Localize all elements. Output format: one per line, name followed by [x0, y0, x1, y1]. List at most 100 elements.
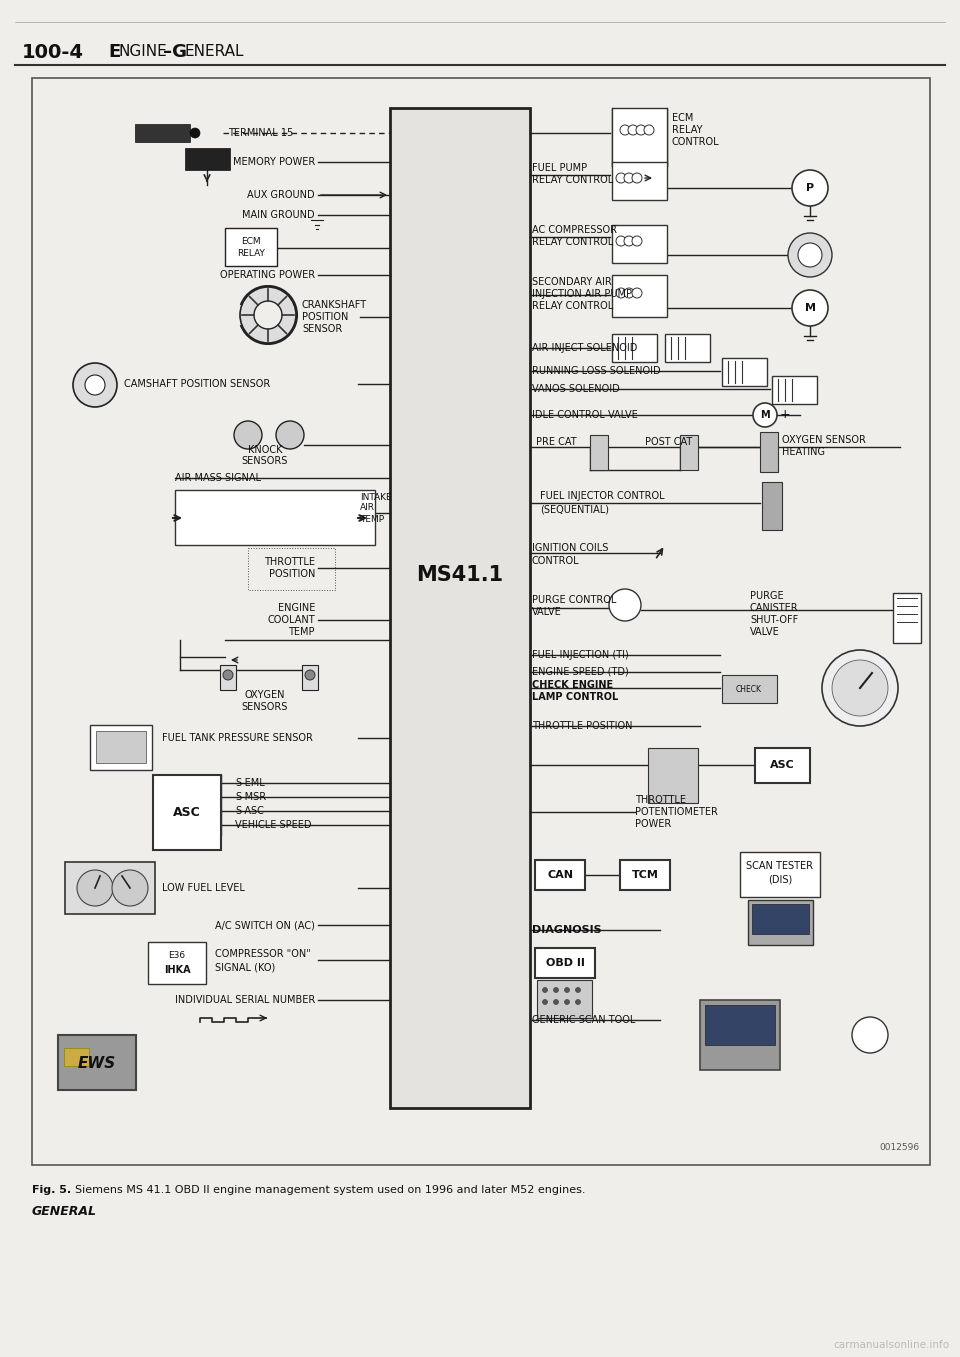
Bar [64, 1048, 89, 1067]
Bar [225, 228, 277, 266]
Text: OXYGEN SENSOR: OXYGEN SENSOR [782, 436, 866, 445]
Text: IHKA: IHKA [164, 965, 190, 974]
Bar [590, 436, 608, 470]
Text: POSITION: POSITION [302, 312, 348, 322]
Text: TEMP: TEMP [360, 514, 384, 524]
Circle shape [254, 301, 282, 328]
Bar [90, 725, 152, 769]
Bar [58, 1035, 136, 1090]
Circle shape [628, 125, 638, 134]
Text: CAMSHAFT POSITION SENSOR: CAMSHAFT POSITION SENSOR [124, 379, 271, 389]
Circle shape [112, 870, 148, 906]
Text: AUX GROUND: AUX GROUND [248, 190, 315, 199]
Text: CAN: CAN [547, 870, 573, 879]
Text: E36: E36 [168, 951, 185, 961]
Text: COOLANT: COOLANT [268, 615, 315, 626]
Text: TCM: TCM [632, 870, 659, 879]
Text: SENSORS: SENSORS [242, 456, 288, 465]
Text: FUEL INJECTOR CONTROL: FUEL INJECTOR CONTROL [540, 491, 664, 501]
Bar [748, 900, 813, 944]
Text: INTAKE: INTAKE [360, 493, 392, 502]
Circle shape [616, 236, 626, 246]
Text: CHECK ENGINE: CHECK ENGINE [532, 680, 613, 689]
Text: A/C SWITCH ON (AC): A/C SWITCH ON (AC) [215, 920, 315, 930]
Text: EWS: EWS [78, 1056, 116, 1071]
Text: AIR INJECT SOLENOID: AIR INJECT SOLENOID [532, 343, 637, 353]
Circle shape [636, 125, 646, 134]
Text: RELAY: RELAY [672, 125, 703, 134]
Circle shape [240, 286, 296, 343]
Bar [760, 432, 778, 472]
Circle shape [554, 988, 559, 992]
Bar [185, 148, 230, 170]
Circle shape [753, 403, 777, 427]
Bar [32, 77, 930, 1166]
Circle shape [620, 125, 630, 134]
Text: S-ASC: S-ASC [235, 806, 264, 816]
Circle shape [632, 236, 642, 246]
Text: INJECTION AIR PUMP: INJECTION AIR PUMP [532, 289, 632, 299]
Circle shape [564, 988, 569, 992]
Text: M: M [804, 303, 815, 313]
Bar [65, 862, 155, 915]
Text: ENGINE: ENGINE [277, 603, 315, 613]
Bar [893, 593, 921, 643]
Text: OBD II: OBD II [545, 958, 585, 968]
Text: HEATING: HEATING [782, 446, 825, 457]
Circle shape [73, 364, 117, 407]
Text: NGINE: NGINE [119, 45, 168, 60]
Text: CONTROL: CONTROL [672, 137, 720, 147]
Bar [620, 860, 670, 890]
Bar [705, 1006, 775, 1045]
Text: 100-4: 100-4 [22, 42, 84, 61]
Circle shape [609, 589, 641, 622]
Bar [175, 490, 375, 546]
Circle shape [852, 1016, 888, 1053]
Circle shape [832, 660, 888, 716]
Circle shape [792, 170, 828, 206]
Text: TERMINAL 15: TERMINAL 15 [228, 128, 293, 138]
Text: RELAY CONTROL: RELAY CONTROL [532, 301, 613, 311]
Circle shape [798, 243, 822, 267]
Bar [390, 109, 530, 1109]
Text: RELAY CONTROL: RELAY CONTROL [532, 175, 613, 185]
Circle shape [644, 125, 654, 134]
Text: ECM: ECM [241, 237, 261, 247]
Text: M: M [760, 410, 770, 421]
Text: LAMP CONTROL: LAMP CONTROL [532, 692, 618, 702]
Text: TEMP: TEMP [289, 627, 315, 636]
Bar [302, 665, 318, 689]
Bar [96, 731, 146, 763]
Text: –G: –G [163, 43, 187, 61]
Bar [612, 225, 667, 263]
Text: SENSOR: SENSOR [302, 324, 343, 334]
Circle shape [822, 650, 898, 726]
Text: MS41.1: MS41.1 [417, 565, 504, 585]
Text: CRANKSHAFT: CRANKSHAFT [302, 300, 367, 309]
Bar [220, 665, 236, 689]
Circle shape [85, 375, 105, 395]
Text: VALVE: VALVE [532, 607, 562, 617]
Text: COMPRESSOR "ON": COMPRESSOR "ON" [215, 949, 311, 959]
Text: SECONDARY AIR: SECONDARY AIR [532, 277, 612, 286]
Circle shape [575, 1000, 581, 1004]
Bar [612, 161, 667, 199]
Text: RELAY: RELAY [237, 250, 265, 258]
Text: KNOCK: KNOCK [248, 445, 282, 455]
Text: 0012596: 0012596 [880, 1144, 920, 1152]
Text: POST CAT: POST CAT [645, 437, 692, 446]
Text: ENGINE SPEED (TD): ENGINE SPEED (TD) [532, 668, 629, 677]
Text: Siemens MS 41.1 OBD II engine management system used on 1996 and later M52 engin: Siemens MS 41.1 OBD II engine management… [75, 1185, 586, 1196]
Text: GENERAL: GENERAL [32, 1205, 97, 1219]
Text: PURGE CONTROL: PURGE CONTROL [532, 594, 616, 605]
Text: GENERIC SCAN TOOL: GENERIC SCAN TOOL [532, 1015, 636, 1025]
Circle shape [624, 288, 634, 299]
Text: AIR MASS SIGNAL: AIR MASS SIGNAL [175, 474, 261, 483]
Text: IDLE CONTROL VALVE: IDLE CONTROL VALVE [532, 410, 637, 421]
Text: MAIN GROUND: MAIN GROUND [242, 210, 315, 220]
Text: DIAGNOSIS: DIAGNOSIS [532, 925, 602, 935]
Circle shape [624, 172, 634, 183]
Circle shape [788, 233, 832, 277]
Text: E: E [108, 43, 120, 61]
Bar [772, 376, 817, 404]
